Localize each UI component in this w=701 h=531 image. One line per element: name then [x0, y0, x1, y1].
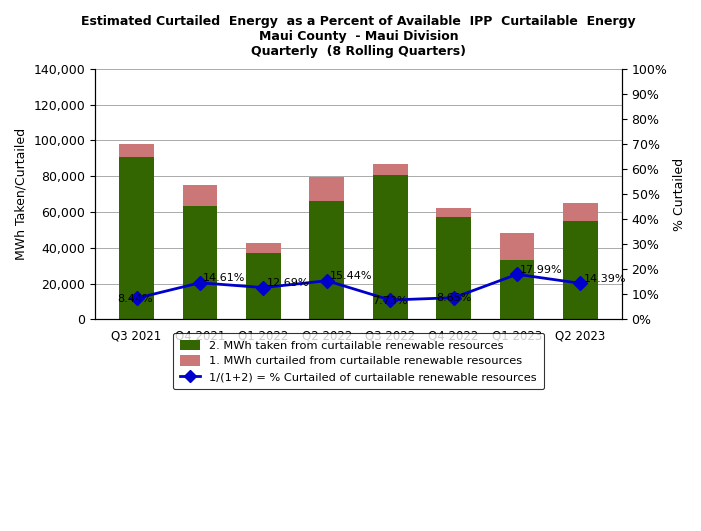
Text: 8.44%: 8.44% [118, 294, 153, 304]
Text: 17.99%: 17.99% [520, 265, 563, 275]
Bar [373, 175, 408, 319]
Bar [373, 164, 408, 175]
Bar [309, 201, 344, 319]
Bar [119, 158, 154, 319]
Text: 7.73%: 7.73% [372, 296, 408, 306]
Text: 15.44%: 15.44% [330, 271, 372, 281]
1/(1+2) = % Curtailed of curtailable renewable resources [132, 295, 141, 302]
Title: Estimated Curtailed  Energy  as a Percent of Available  IPP  Curtailable  Energy: Estimated Curtailed Energy as a Percent … [81, 15, 636, 58]
Bar [119, 143, 154, 158]
Text: 8.65%: 8.65% [436, 294, 471, 304]
Text: 12.69%: 12.69% [266, 278, 309, 288]
Text: 14.61%: 14.61% [203, 273, 245, 283]
Bar [436, 217, 471, 319]
Line: 1/(1+2) = % Curtailed of curtailable renewable resources: 1/(1+2) = % Curtailed of curtailable ren… [132, 269, 585, 305]
Bar [182, 206, 217, 319]
Bar [309, 177, 344, 201]
1/(1+2) = % Curtailed of curtailable renewable resources [449, 295, 458, 301]
Bar [246, 253, 281, 319]
Bar [246, 243, 281, 253]
1/(1+2) = % Curtailed of curtailable renewable resources [322, 278, 331, 284]
Bar [500, 260, 534, 319]
1/(1+2) = % Curtailed of curtailable renewable resources [513, 271, 522, 278]
Y-axis label: MWh Taken/Curtailed: MWh Taken/Curtailed [15, 128, 28, 260]
1/(1+2) = % Curtailed of curtailable renewable resources [386, 297, 395, 303]
Y-axis label: % Curtailed: % Curtailed [673, 158, 686, 230]
1/(1+2) = % Curtailed of curtailable renewable resources [196, 280, 204, 286]
Bar [563, 221, 598, 319]
Bar [563, 203, 598, 221]
Bar [436, 208, 471, 217]
Bar [182, 185, 217, 206]
Bar [500, 233, 534, 260]
1/(1+2) = % Curtailed of curtailable renewable resources [576, 280, 585, 287]
Legend: 2. MWh taken from curtailable renewable resources, 1. MWh curtailed from curtail: 2. MWh taken from curtailable renewable … [173, 333, 544, 389]
Text: 14.39%: 14.39% [584, 274, 626, 284]
1/(1+2) = % Curtailed of curtailable renewable resources [259, 285, 268, 291]
